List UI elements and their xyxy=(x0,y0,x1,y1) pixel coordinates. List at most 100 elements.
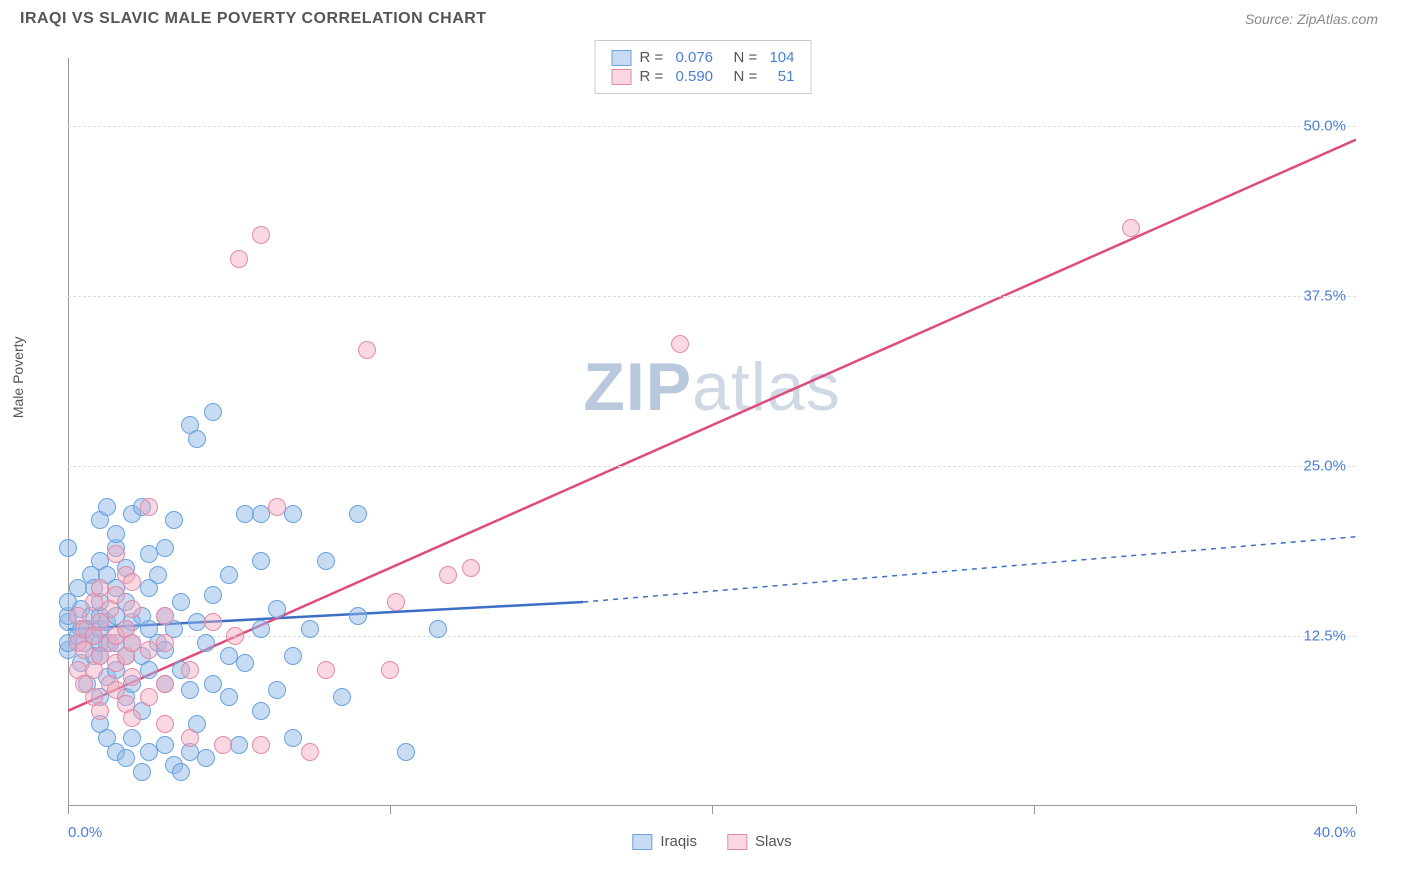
data-point xyxy=(181,661,199,679)
data-point xyxy=(197,749,215,767)
data-point xyxy=(59,539,77,557)
data-point xyxy=(358,341,376,359)
data-point xyxy=(268,681,286,699)
data-point xyxy=(140,498,158,516)
data-point xyxy=(172,593,190,611)
legend-item: Iraqis xyxy=(632,833,697,850)
stats-box: R = 0.076 N = 104 R = 0.590 N = 51 xyxy=(595,40,812,94)
grid-line xyxy=(68,296,1356,297)
data-point xyxy=(397,743,415,761)
data-point xyxy=(349,607,367,625)
data-point xyxy=(230,250,248,268)
data-point xyxy=(204,675,222,693)
data-point xyxy=(123,729,141,747)
data-point xyxy=(301,743,319,761)
data-point xyxy=(268,600,286,618)
grid-line xyxy=(68,466,1356,467)
legend-item: Slavs xyxy=(727,833,792,850)
y-axis-line xyxy=(68,58,69,806)
data-point xyxy=(172,763,190,781)
data-point xyxy=(107,525,125,543)
stats-row: R = 0.076 N = 104 xyxy=(612,49,795,66)
data-point xyxy=(123,668,141,686)
legend-swatch xyxy=(632,834,652,850)
grid-line xyxy=(68,126,1356,127)
data-point xyxy=(284,729,302,747)
watermark: ZIPatlas xyxy=(583,348,840,426)
y-tick-label: 25.0% xyxy=(1303,458,1346,475)
data-point xyxy=(220,566,238,584)
stats-row: R = 0.590 N = 51 xyxy=(612,68,795,85)
data-point xyxy=(236,654,254,672)
y-tick-label: 37.5% xyxy=(1303,288,1346,305)
data-point xyxy=(204,586,222,604)
data-point xyxy=(671,335,689,353)
regression-lines xyxy=(68,58,1356,806)
data-point xyxy=(117,749,135,767)
data-point xyxy=(252,552,270,570)
data-point xyxy=(284,647,302,665)
data-point xyxy=(252,620,270,638)
data-point xyxy=(156,736,174,754)
data-point xyxy=(188,430,206,448)
data-point xyxy=(181,729,199,747)
data-point xyxy=(156,607,174,625)
legend-swatch xyxy=(612,50,632,66)
data-point xyxy=(91,702,109,720)
legend-swatch xyxy=(727,834,747,850)
data-point xyxy=(268,498,286,516)
data-point xyxy=(140,688,158,706)
data-point xyxy=(107,586,125,604)
data-point xyxy=(204,403,222,421)
y-axis-label: Male Poverty xyxy=(10,336,26,418)
x-tick-mark xyxy=(712,806,713,814)
data-point xyxy=(156,539,174,557)
data-point xyxy=(429,620,447,638)
data-point xyxy=(230,736,248,754)
data-point xyxy=(381,661,399,679)
x-tick-label: 0.0% xyxy=(68,824,102,841)
y-tick-label: 12.5% xyxy=(1303,628,1346,645)
x-tick-mark xyxy=(390,806,391,814)
data-point xyxy=(181,681,199,699)
data-point xyxy=(149,566,167,584)
data-point xyxy=(197,634,215,652)
data-point xyxy=(252,736,270,754)
legend-label: Iraqis xyxy=(660,833,697,850)
data-point xyxy=(252,702,270,720)
data-point xyxy=(1122,219,1140,237)
data-point xyxy=(317,661,335,679)
data-point xyxy=(156,715,174,733)
data-point xyxy=(226,627,244,645)
data-point xyxy=(220,688,238,706)
data-point xyxy=(349,505,367,523)
data-point xyxy=(123,709,141,727)
data-point xyxy=(107,545,125,563)
chart-title: IRAQI VS SLAVIC MALE POVERTY CORRELATION… xyxy=(20,10,487,28)
data-point xyxy=(133,763,151,781)
chart-area: Male Poverty ZIPatlas IraqisSlavs 12.5%2… xyxy=(20,40,1386,862)
legend-label: Slavs xyxy=(755,833,792,850)
data-point xyxy=(387,593,405,611)
data-point xyxy=(165,511,183,529)
x-tick-label: 40.0% xyxy=(1313,824,1356,841)
data-point xyxy=(462,559,480,577)
data-point xyxy=(301,620,319,638)
data-point xyxy=(252,226,270,244)
data-point xyxy=(98,498,116,516)
data-point xyxy=(284,505,302,523)
y-tick-label: 50.0% xyxy=(1303,118,1346,135)
data-point xyxy=(439,566,457,584)
source-label: Source: ZipAtlas.com xyxy=(1245,11,1378,27)
bottom-legend: Iraqis Slavs xyxy=(632,833,791,850)
x-tick-mark xyxy=(68,806,69,814)
data-point xyxy=(123,573,141,591)
data-point xyxy=(140,661,158,679)
data-point xyxy=(214,736,232,754)
data-point xyxy=(156,634,174,652)
legend-swatch xyxy=(612,69,632,85)
data-point xyxy=(333,688,351,706)
x-tick-mark xyxy=(1034,806,1035,814)
plot-area: ZIPatlas IraqisSlavs 12.5%25.0%37.5%50.0… xyxy=(68,58,1356,806)
x-tick-mark xyxy=(1356,806,1357,814)
